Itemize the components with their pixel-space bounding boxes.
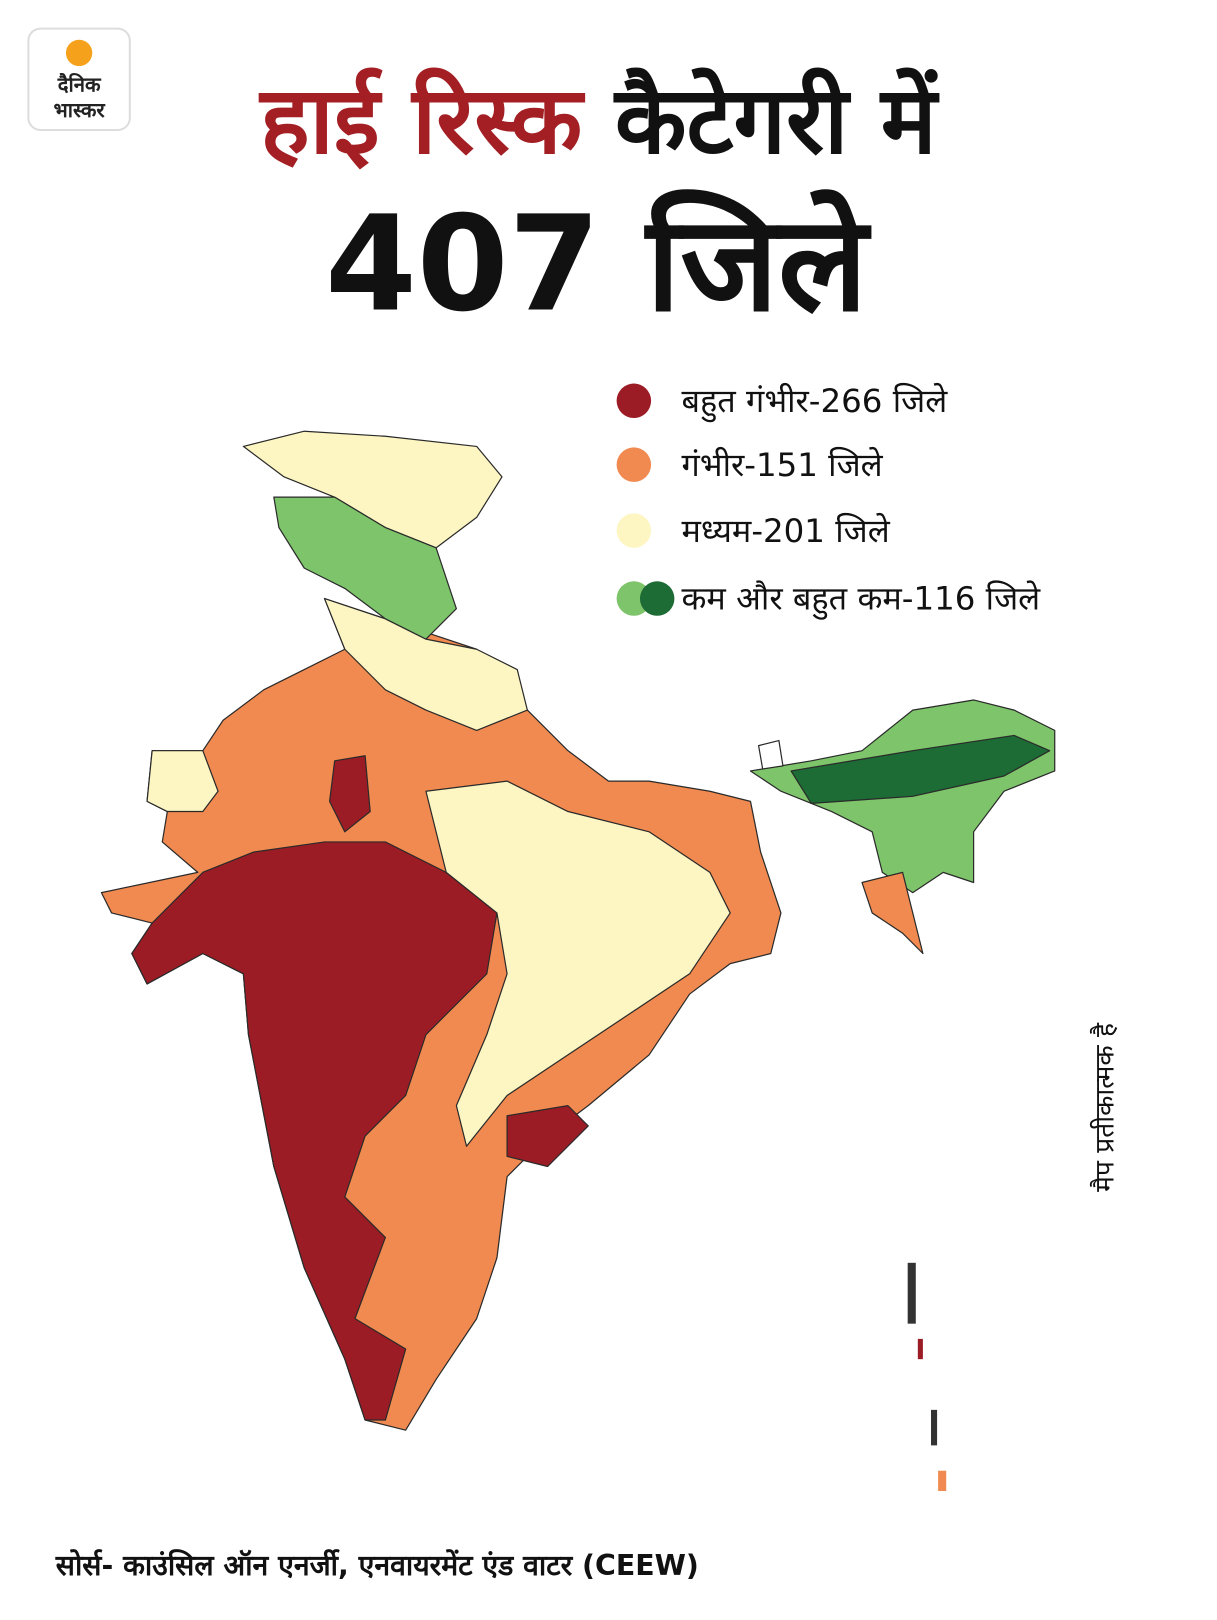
region-darkred (328, 755, 371, 833)
logo-sun (65, 39, 93, 67)
legend-label: कम और बहुत कम-116 जिले (682, 580, 1042, 621)
region-green (273, 496, 457, 640)
islands (931, 1409, 938, 1446)
region-pale (425, 780, 731, 1147)
legend-swatch (616, 447, 652, 482)
source: सोर्स- काउंसिल ऑन एनर्जी, एनवायरमेंट एंड… (55, 1549, 699, 1582)
region-kashmir (242, 430, 503, 549)
logo-text: भास्कर (53, 98, 105, 122)
logo-text: दैनिक (57, 72, 102, 96)
title-highlight: हाई रिस्क (258, 66, 586, 175)
title-line2: 407 जिले (325, 189, 872, 342)
region-pale (146, 750, 219, 813)
title-rest: कैटेगरी में (613, 66, 940, 175)
logo: दैनिक भास्कर (27, 27, 131, 132)
map-note: मैप प्रतीकात्मक है (1090, 1022, 1121, 1192)
title: हाई रिस्क कैटेगरी में (258, 66, 940, 175)
legend-label: बहुत गंभीर-266 जिले (682, 382, 949, 423)
region-darkred (506, 1105, 589, 1168)
legend-swatch (616, 383, 652, 419)
legend-label: गंभीर-151 जिले (682, 446, 884, 484)
legend-swatch (616, 513, 652, 548)
legend-label: मध्यम-201 जिले (682, 512, 891, 550)
region-sikkim (757, 739, 784, 770)
islands (917, 1338, 923, 1360)
islands (907, 1262, 916, 1324)
legend-swatch (639, 581, 675, 616)
logo-box (27, 27, 131, 132)
india-map (100, 430, 1056, 1492)
region-orange (861, 871, 924, 955)
islands (938, 1470, 947, 1492)
legend: बहुत गंभीर-266 जिले गंभीर-151 जिले मध्यम… (616, 382, 1042, 621)
region-darkgreen (790, 734, 1051, 805)
